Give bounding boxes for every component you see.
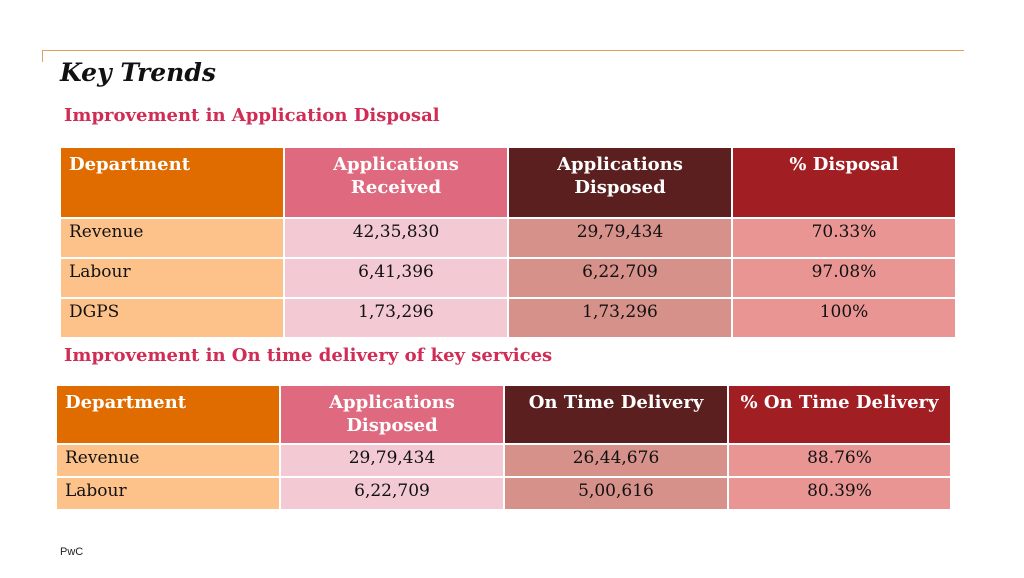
cell-department: Labour bbox=[55, 476, 281, 511]
column-header-applications-disposed: Applications Disposed bbox=[507, 146, 733, 219]
cell-applications-disposed: 29,79,434 bbox=[279, 443, 505, 478]
on-time-delivery-table: Department Applications Disposed On Time… bbox=[55, 384, 952, 511]
cell-department: Revenue bbox=[55, 443, 281, 478]
column-header-applications-disposed: Applications Disposed bbox=[279, 384, 505, 445]
cell-department: DGPS bbox=[59, 297, 285, 339]
column-header-percent-on-time-delivery: % On Time Delivery bbox=[727, 384, 952, 445]
table-row: Revenue 42,35,830 29,79,434 70.33% bbox=[59, 217, 957, 259]
cell-applications-received: 1,73,296 bbox=[283, 297, 509, 339]
cell-percent-disposal: 70.33% bbox=[731, 217, 957, 259]
cell-on-time-delivery: 26,44,676 bbox=[503, 443, 729, 478]
cell-applications-disposed: 6,22,709 bbox=[279, 476, 505, 511]
page-title: Key Trends bbox=[60, 58, 216, 87]
cell-on-time-delivery: 5,00,616 bbox=[503, 476, 729, 511]
section-title-on-time-delivery: Improvement in On time delivery of key s… bbox=[64, 345, 553, 366]
cell-percent-disposal: 97.08% bbox=[731, 257, 957, 299]
table-header-row: Department Applications Received Applica… bbox=[59, 146, 957, 219]
table-row: DGPS 1,73,296 1,73,296 100% bbox=[59, 297, 957, 339]
section-title-application-disposal: Improvement in Application Disposal bbox=[64, 105, 440, 126]
column-header-department: Department bbox=[55, 384, 281, 445]
column-header-on-time-delivery: On Time Delivery bbox=[503, 384, 729, 445]
header-divider-tick bbox=[42, 50, 43, 62]
cell-applications-received: 42,35,830 bbox=[283, 217, 509, 259]
cell-department: Revenue bbox=[59, 217, 285, 259]
cell-percent-disposal: 100% bbox=[731, 297, 957, 339]
table-row: Labour 6,41,396 6,22,709 97.08% bbox=[59, 257, 957, 299]
cell-applications-disposed: 1,73,296 bbox=[507, 297, 733, 339]
header-divider-line bbox=[42, 50, 964, 51]
table-row: Labour 6,22,709 5,00,616 80.39% bbox=[55, 476, 952, 511]
cell-applications-disposed: 29,79,434 bbox=[507, 217, 733, 259]
column-header-applications-received: Applications Received bbox=[283, 146, 509, 219]
cell-percent-on-time-delivery: 80.39% bbox=[727, 476, 952, 511]
column-header-percent-disposal: % Disposal bbox=[731, 146, 957, 219]
table-header-row: Department Applications Disposed On Time… bbox=[55, 384, 952, 445]
cell-applications-received: 6,41,396 bbox=[283, 257, 509, 299]
cell-applications-disposed: 6,22,709 bbox=[507, 257, 733, 299]
table-row: Revenue 29,79,434 26,44,676 88.76% bbox=[55, 443, 952, 478]
cell-percent-on-time-delivery: 88.76% bbox=[727, 443, 952, 478]
application-disposal-table: Department Applications Received Applica… bbox=[59, 146, 957, 339]
footer-brand: PwC bbox=[60, 546, 84, 558]
column-header-department: Department bbox=[59, 146, 285, 219]
cell-department: Labour bbox=[59, 257, 285, 299]
